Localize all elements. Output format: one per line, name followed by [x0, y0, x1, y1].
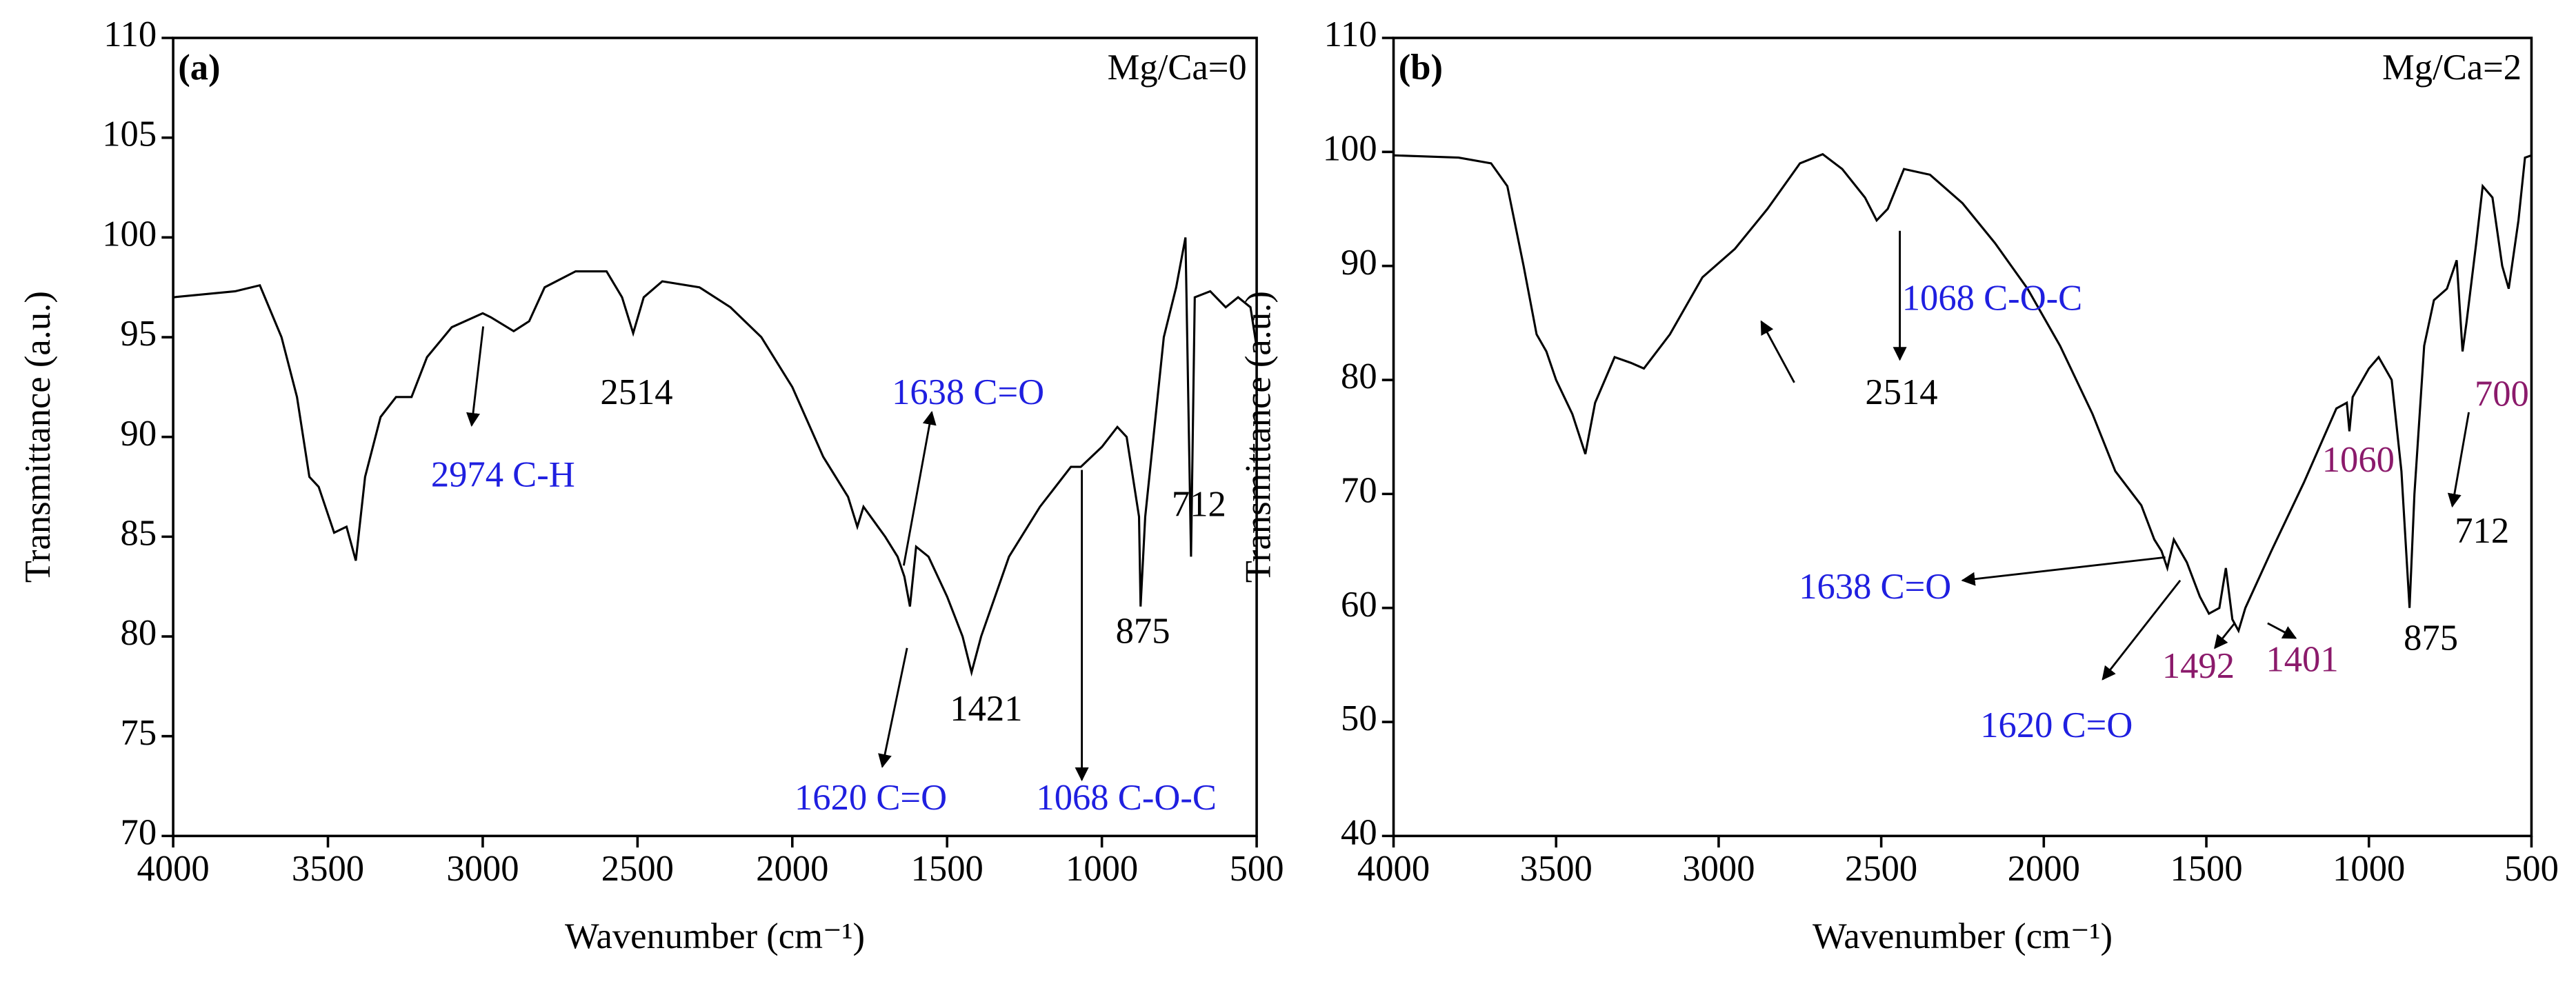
annotation-arrow — [1961, 556, 2166, 586]
panel-title: Mg/Ca=0 — [1108, 48, 1247, 88]
y-tick-label: 40 — [1341, 812, 1377, 852]
x-tick-label: 2500 — [1845, 849, 1917, 889]
x-tick-label: 1000 — [1066, 849, 1138, 889]
annotation: 875 — [2404, 618, 2458, 658]
x-tick-label: 4000 — [137, 849, 209, 889]
annotation-arrow — [902, 410, 937, 566]
annotation-arrow — [2214, 623, 2236, 650]
annotation: 1620 C=O — [1980, 705, 2133, 745]
plot-frame — [172, 37, 1258, 838]
x-tick-label: 1500 — [911, 849, 984, 889]
x-tick-label: 1500 — [2170, 849, 2242, 889]
annotation: 1638 C=O — [1799, 567, 1951, 607]
x-tick-label: 500 — [1230, 849, 1284, 889]
annotation: 1060 — [2322, 440, 2395, 480]
panel-title: Mg/Ca=2 — [2382, 48, 2522, 88]
x-tick-label: 500 — [2504, 849, 2559, 889]
annotation: 1638 C=O — [892, 372, 1044, 412]
annotation-arrow — [2447, 412, 2470, 508]
x-axis-label: Wavenumber (cm⁻¹) — [1813, 916, 2113, 956]
annotation: 700 — [2475, 374, 2529, 414]
x-axis-label: Wavenumber (cm⁻¹) — [565, 916, 865, 956]
annotation: 1401 — [2266, 639, 2338, 679]
y-tick-label: 50 — [1341, 698, 1377, 738]
y-tick-label: 70 — [121, 812, 157, 852]
x-tick-label: 4000 — [1357, 849, 1430, 889]
y-axis-label: Transmittance (a.u.) — [1238, 291, 1278, 583]
y-tick-label: 80 — [121, 613, 157, 653]
spectrum-line — [1393, 152, 2532, 634]
annotation: 1492 — [2162, 646, 2235, 686]
annotation: 712 — [2455, 511, 2509, 551]
x-tick-label: 2500 — [601, 849, 674, 889]
annotation: 712 — [1172, 485, 1226, 525]
x-tick-label: 2000 — [2008, 849, 2080, 889]
annotation: 1620 C=O — [795, 778, 947, 818]
y-tick-label: 70 — [1341, 470, 1377, 510]
annotation-arrow — [466, 326, 485, 427]
y-tick-label: 100 — [102, 214, 157, 254]
annotation: 2514 — [600, 372, 672, 412]
y-tick-label: 75 — [121, 713, 157, 753]
annotation-arrow — [1760, 320, 1795, 383]
annotation: 1421 — [950, 689, 1022, 729]
annotation: 1068 C-O-C — [1036, 778, 1217, 818]
y-tick-label: 110 — [103, 14, 157, 54]
panel-label: (b) — [1399, 48, 1443, 88]
y-tick-label: 105 — [102, 114, 157, 154]
x-tick-label: 3000 — [446, 849, 519, 889]
annotation: 1068 C-O-C — [1902, 279, 2083, 319]
annotation-arrow — [2101, 579, 2181, 681]
y-tick-label: 90 — [1341, 243, 1377, 283]
y-tick-label: 80 — [1341, 356, 1377, 396]
plot-frame — [1392, 37, 2533, 838]
y-tick-label: 60 — [1341, 585, 1377, 625]
annotation-arrow — [878, 647, 908, 768]
y-tick-label: 85 — [121, 513, 157, 553]
y-tick-label: 110 — [1324, 14, 1377, 54]
spectrum-line — [172, 237, 1258, 677]
annotation: 875 — [1116, 612, 1170, 652]
y-tick-label: 95 — [121, 314, 157, 354]
panel-label: (a) — [178, 48, 220, 88]
x-tick-label: 3000 — [1682, 849, 1755, 889]
x-tick-label: 3500 — [292, 849, 364, 889]
x-tick-label: 3500 — [1520, 849, 1592, 889]
y-axis-label: Transmittance (a.u.) — [18, 291, 58, 583]
annotation-arrow — [2267, 622, 2297, 639]
x-tick-label: 2000 — [756, 849, 828, 889]
x-tick-label: 1000 — [2333, 849, 2405, 889]
y-tick-label: 100 — [1323, 128, 1377, 168]
annotation: 2514 — [1865, 372, 1937, 412]
y-tick-label: 90 — [121, 414, 157, 454]
annotation: 2974 C-H — [431, 455, 575, 495]
